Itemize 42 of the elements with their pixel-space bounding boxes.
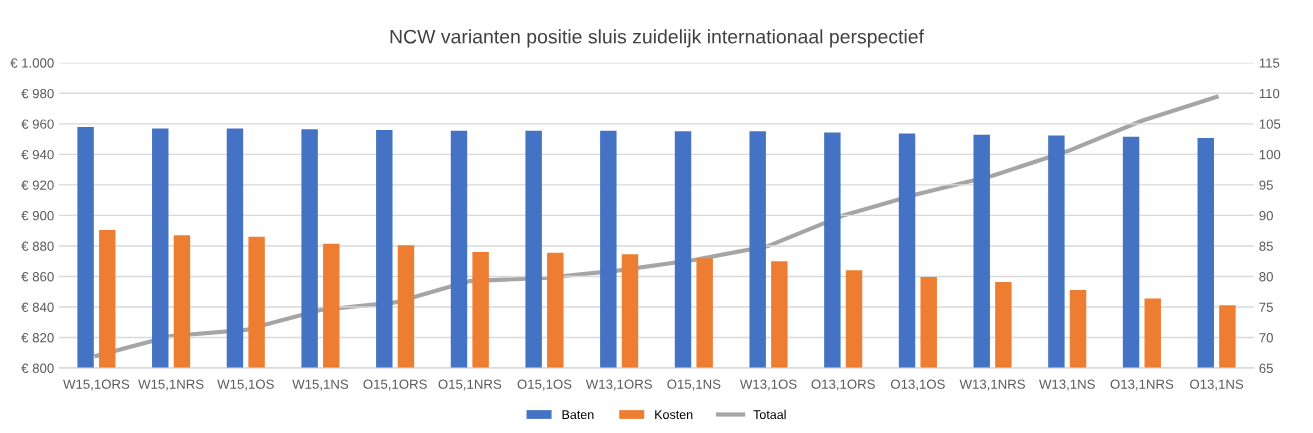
y-tick-label: € 800 [21, 363, 54, 373]
y-tick-label: € 900 [21, 210, 54, 221]
x-tick-label: O15,1ORS [363, 379, 427, 391]
y2-tick-label: 90 [1259, 210, 1273, 221]
y-tick-label: € 980 [21, 88, 54, 99]
x-tick-label: W13,1OS [739, 379, 797, 391]
y2-tick-label: 70 [1259, 333, 1273, 343]
y-tick-label: € 1.000 [10, 58, 54, 68]
x-tick-label: O13,1ORS [811, 379, 875, 391]
y2-tick-label: 95 [1259, 180, 1273, 190]
y2-tick-label: 85 [1259, 241, 1273, 251]
y2-tick-label: 115 [1259, 58, 1280, 68]
y2-tick-label: 65 [1259, 363, 1273, 373]
x-tick-label: W13,1ORS [585, 379, 652, 391]
x-tick-label: O15,1NS [667, 379, 721, 391]
y2-tick-label: 75 [1259, 302, 1273, 312]
legend-label: Baten [562, 410, 594, 420]
y-tick-label: € 960 [21, 119, 54, 129]
y2-tick-label: 105 [1259, 119, 1281, 129]
x-tick-label: O13,1NRS [1110, 379, 1174, 391]
y-tick-label: € 880 [21, 241, 54, 251]
y-tick-label: € 840 [21, 302, 54, 312]
y-tick-label: € 860 [21, 272, 54, 282]
y2-tick-label: 110 [1259, 88, 1280, 99]
x-tick-label: W15,1OS [217, 379, 274, 391]
legend-label: Kosten [655, 410, 693, 420]
x-tick-label: O15,1OS [517, 379, 572, 391]
y-tick-label: € 940 [21, 149, 54, 160]
y-tick-label: € 920 [21, 180, 54, 190]
x-tick-label: W13,1NS [1039, 379, 1095, 391]
x-tick-label: W15,1ORS [63, 379, 130, 391]
x-tick-label: W13,1NRS [959, 379, 1025, 391]
y-tick-label: € 820 [21, 333, 54, 343]
x-tick-label: O13,1NS [1190, 379, 1244, 391]
x-tick-label: O15,1NRS [438, 379, 502, 391]
chart-title: NCW varianten positie sluis zuidelijk internationaal perspectief [390, 29, 925, 48]
legend-label: Totaal [753, 409, 786, 420]
x-tick-label: W15,1NS [292, 379, 349, 391]
x-tick-label: O13,1OS [890, 379, 945, 391]
y2-tick-label: 80 [1259, 272, 1273, 282]
x-tick-label: W15,1NRS [138, 379, 204, 391]
y2-tick-label: 100 [1259, 149, 1281, 160]
